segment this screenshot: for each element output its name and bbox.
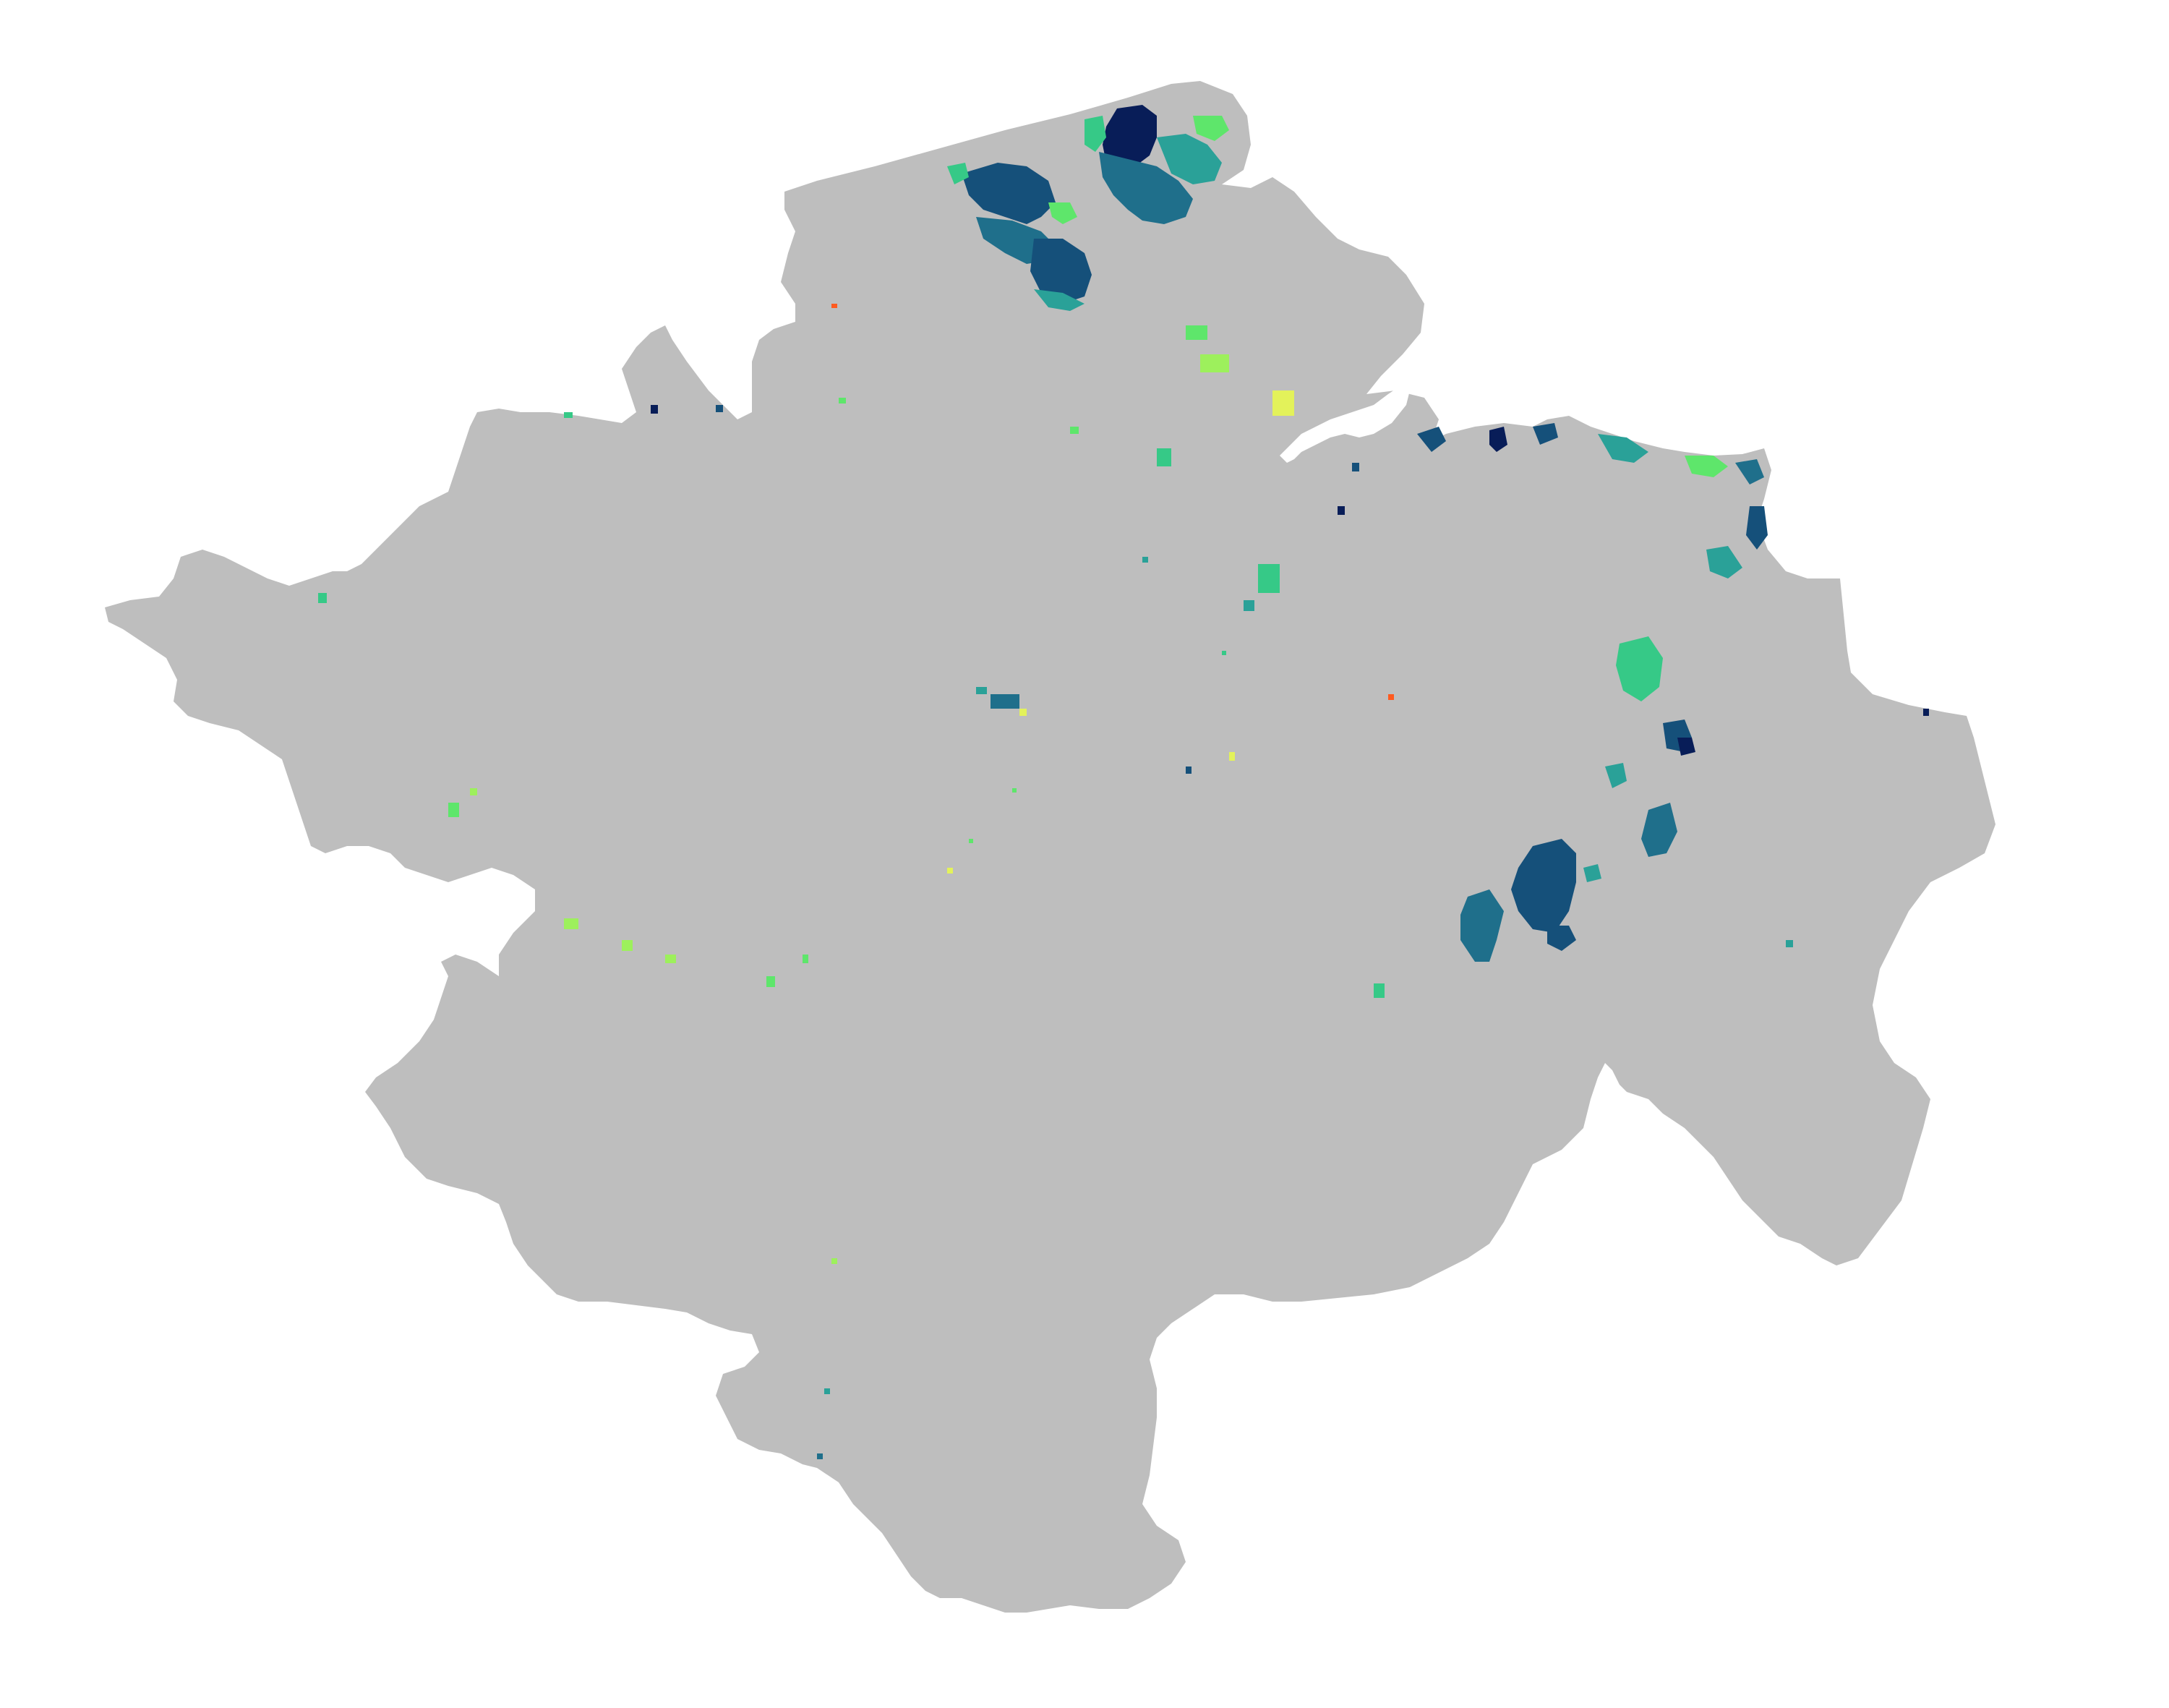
cluster-east-coast	[1417, 423, 1768, 578]
scattered-pixels	[318, 304, 1929, 1459]
region-landmass	[105, 81, 1995, 1613]
cluster-north-coast	[947, 105, 1229, 311]
estuary	[1280, 387, 1410, 463]
cluster-east-inland	[1460, 636, 1695, 962]
